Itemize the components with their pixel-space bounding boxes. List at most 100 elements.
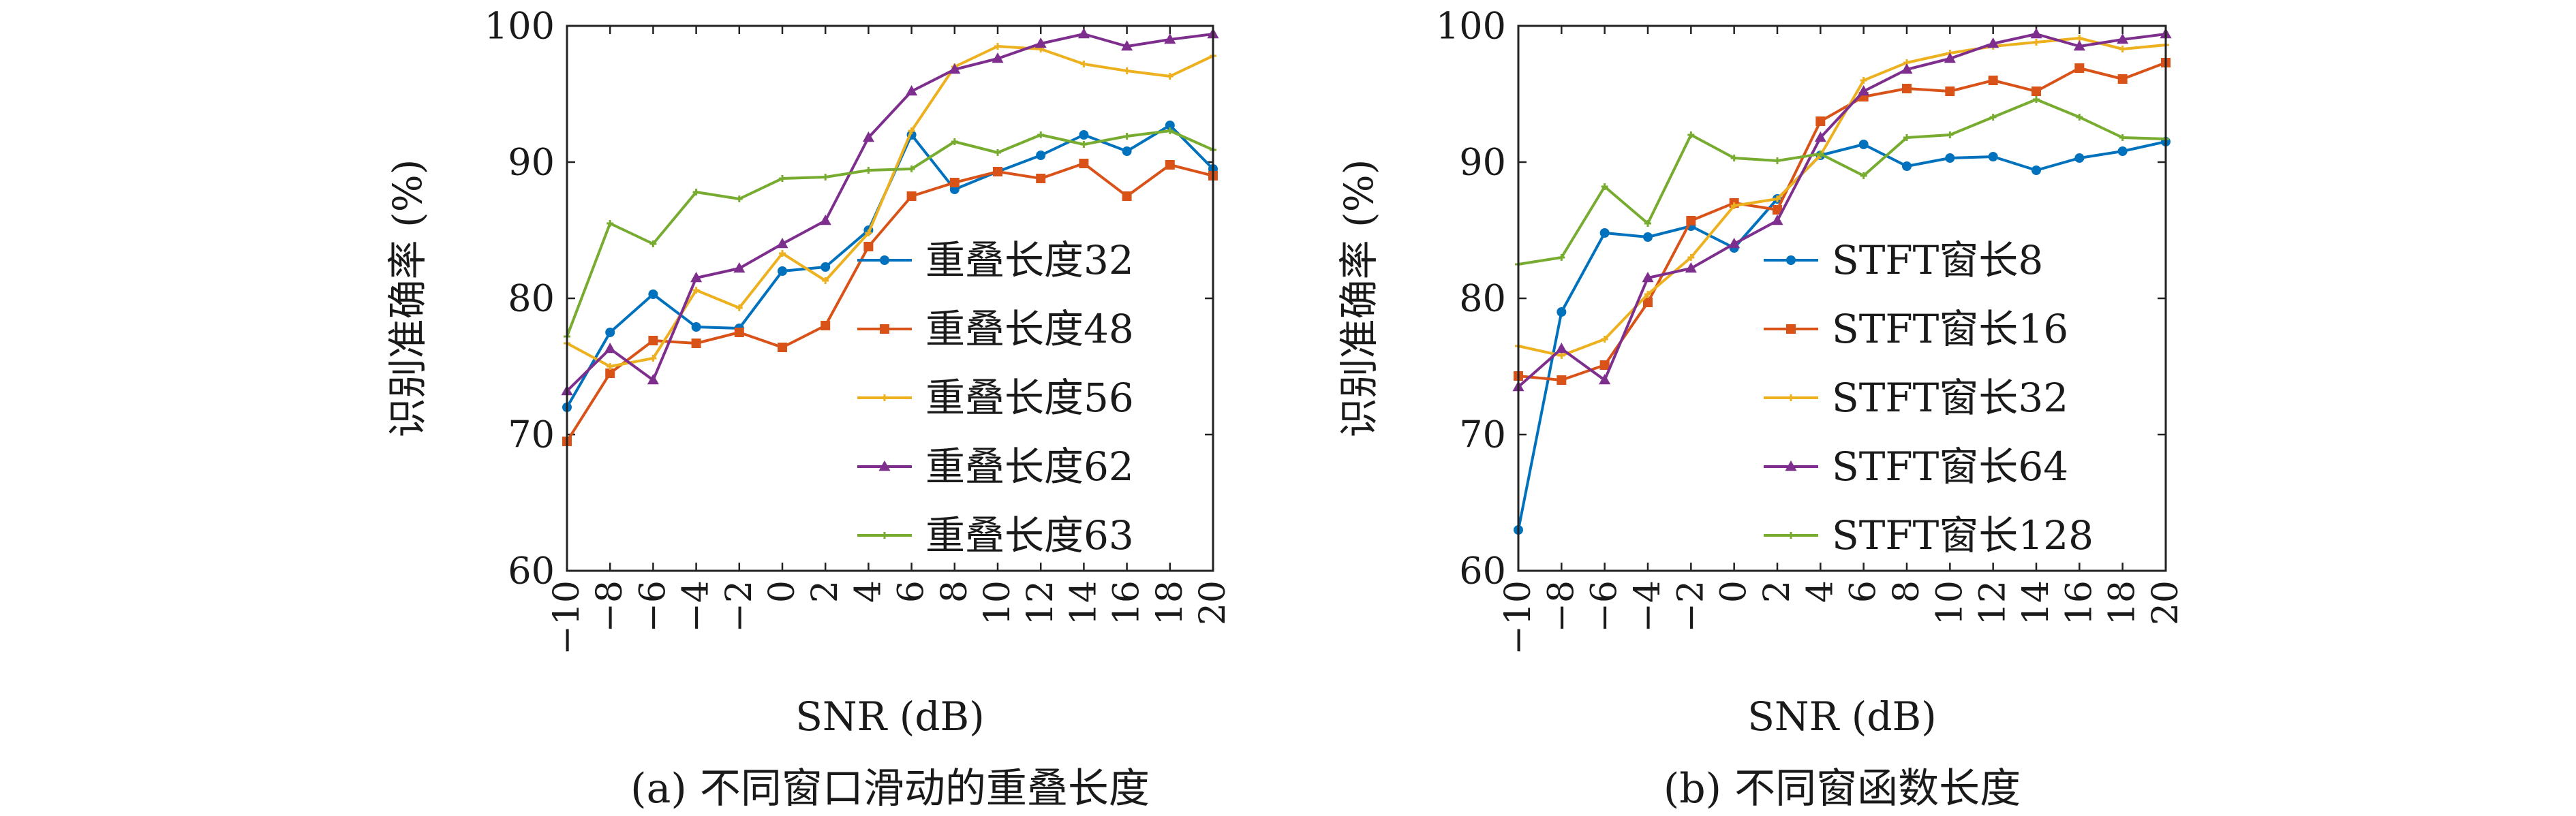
data-point — [2117, 33, 2129, 44]
legend-marker — [1788, 394, 1794, 401]
data-point — [1860, 172, 1867, 179]
legend-marker — [1788, 532, 1794, 539]
data-point — [1122, 191, 1132, 201]
x-tick-label: −6 — [1584, 580, 1625, 633]
data-point — [2030, 28, 2042, 39]
x-tick-label: −10 — [1498, 580, 1539, 655]
data-point — [994, 43, 1001, 50]
data-point — [1599, 374, 1611, 385]
x-tick-label: 4 — [848, 580, 889, 603]
chart-panel-1: −10 −8 −6 −4 −2 0 2 4 6 8 10 12 14 16 18 20 60 70 80 90 100 S… — [1336, 5, 2186, 813]
legend-label: STFT窗长16 — [1832, 306, 2068, 352]
x-tick-label: 20 — [2145, 580, 2186, 625]
y-tick-label: 90 — [508, 141, 555, 184]
data-point — [822, 174, 829, 181]
data-point — [1902, 161, 1912, 171]
series-4 — [564, 127, 1216, 340]
series-line — [1517, 33, 2166, 388]
data-point — [1079, 130, 1089, 140]
data-point — [1122, 146, 1132, 156]
data-point — [862, 131, 874, 142]
data-point — [819, 215, 831, 225]
series-3 — [561, 28, 1219, 396]
x-tick-label: 4 — [1800, 580, 1841, 603]
data-point — [1944, 52, 1956, 63]
x-tick-label: 0 — [762, 580, 803, 603]
data-point — [1945, 153, 1955, 163]
data-point — [648, 289, 658, 299]
legend-label: 重叠长度56 — [925, 375, 1134, 421]
data-point — [1687, 254, 1695, 261]
x-tick-label: 6 — [891, 580, 932, 603]
series-line — [566, 45, 1214, 368]
data-point — [1079, 159, 1089, 168]
x-tick-label: −2 — [719, 580, 760, 633]
y-tick-label: 60 — [508, 550, 555, 593]
data-point — [1644, 291, 1651, 298]
data-point — [776, 238, 788, 249]
data-point — [605, 368, 615, 378]
data-point — [2073, 40, 2085, 51]
plot-frame — [566, 25, 1214, 572]
legend-marker — [880, 255, 889, 265]
plot-frame — [1517, 25, 2167, 572]
x-tick-label: 10 — [977, 580, 1018, 625]
legend-label: 重叠长度32 — [925, 237, 1134, 283]
x-tick-label: 16 — [2059, 580, 2100, 625]
data-point — [2031, 87, 2041, 96]
data-point — [908, 127, 915, 134]
data-point — [1555, 343, 1567, 354]
x-tick-label: 14 — [2016, 580, 2057, 625]
legend-marker — [1785, 460, 1797, 471]
x-tick-label: 0 — [1714, 580, 1755, 603]
legend-label: STFT窗长128 — [1832, 512, 2094, 559]
series-4 — [1515, 96, 2169, 268]
data-point — [1165, 121, 1175, 130]
data-point — [1123, 133, 1131, 140]
data-point — [865, 167, 872, 174]
data-point — [1901, 63, 1913, 74]
data-point — [1774, 195, 1781, 202]
legend-label: STFT窗长32 — [1832, 375, 2068, 421]
data-point — [1558, 254, 1565, 261]
series-1 — [562, 159, 1218, 446]
legend-label: STFT窗长8 — [1832, 237, 2043, 283]
x-tick-label: 6 — [1843, 580, 1884, 603]
data-point — [1686, 216, 1696, 225]
y-tick-label: 80 — [508, 277, 555, 320]
data-point — [1557, 375, 1567, 385]
data-point — [1599, 228, 1610, 238]
data-point — [1858, 85, 1870, 96]
legend: 重叠长度32 重叠长度48 重叠长度56 重叠长度62 重叠长度63 — [857, 237, 1134, 559]
legend-marker — [881, 394, 888, 401]
data-point — [951, 138, 958, 145]
data-point — [1121, 40, 1133, 51]
data-point — [1166, 127, 1174, 134]
chart-caption: (a) 不同窗口滑动的重叠长度 — [630, 765, 1150, 813]
legend-marker — [878, 460, 891, 471]
data-point — [949, 178, 960, 187]
data-point — [604, 343, 616, 354]
data-point — [690, 272, 703, 283]
data-point — [1860, 77, 1867, 84]
x-tick-label: 2 — [805, 580, 846, 603]
legend-label: 重叠长度48 — [925, 306, 1134, 352]
x-tick-label: −2 — [1670, 580, 1711, 633]
y-tick-label: 70 — [1459, 413, 1506, 456]
data-point — [1642, 272, 1654, 283]
y-tick-label: 80 — [1459, 277, 1506, 320]
data-point — [1558, 352, 1565, 359]
x-tick-label: −10 — [547, 580, 587, 655]
x-tick-label: 14 — [1063, 580, 1104, 625]
data-point — [734, 328, 744, 337]
data-point — [906, 191, 917, 201]
y-tick-label: 100 — [1436, 5, 1506, 48]
x-tick-label: −4 — [1627, 580, 1668, 633]
data-point — [1814, 131, 1826, 142]
data-point — [691, 322, 701, 332]
legend: STFT窗长8 STFT窗长16 STFT窗长32 STFT窗长64 STFT窗长128 — [1764, 237, 2094, 559]
data-point — [1730, 155, 1738, 161]
data-point — [949, 63, 961, 74]
series-line — [1518, 61, 2166, 381]
